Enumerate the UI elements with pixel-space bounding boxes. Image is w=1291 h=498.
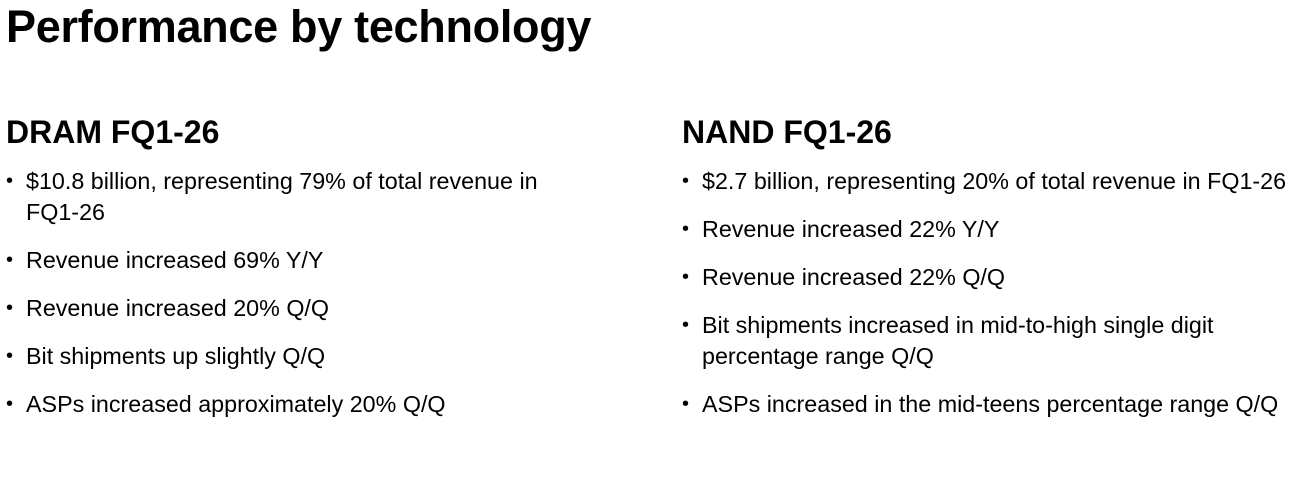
dram-bullet-text: Bit shipments up slightly Q/Q — [26, 343, 326, 369]
dram-section: DRAM FQ1-26 • $10.8 billion, representin… — [6, 112, 606, 437]
bullet-icon: • — [682, 314, 690, 336]
dram-bullet-item: • $10.8 billion, representing 79% of tot… — [6, 166, 591, 228]
nand-bullet-item: • Revenue increased 22% Y/Y — [682, 214, 1291, 245]
nand-bullet-item: • Revenue increased 22% Q/Q — [682, 262, 1291, 293]
bullet-icon: • — [6, 170, 14, 192]
bullet-icon: • — [6, 249, 14, 271]
dram-bullet-text: $10.8 billion, representing 79% of total… — [26, 168, 538, 225]
nand-bullet-text: Revenue increased 22% Y/Y — [702, 216, 1000, 242]
dram-bullet-item: • ASPs increased approximately 20% Q/Q — [6, 389, 591, 420]
nand-heading: NAND FQ1-26 — [682, 114, 892, 150]
nand-bullet-text: Revenue increased 22% Q/Q — [702, 264, 1006, 290]
dram-bullet-item: • Revenue increased 69% Y/Y — [6, 245, 591, 276]
nand-bullet-item: • ASPs increased in the mid-teens percen… — [682, 389, 1291, 420]
bullet-icon: • — [6, 393, 14, 415]
dram-bullet-text: Revenue increased 20% Q/Q — [26, 295, 330, 321]
dram-heading: DRAM FQ1-26 — [6, 114, 220, 150]
bullet-icon: • — [682, 266, 690, 288]
bullet-icon: • — [682, 393, 690, 415]
nand-bullet-text: ASPs increased in the mid-teens percenta… — [702, 391, 1279, 417]
dram-bullet-item: • Revenue increased 20% Q/Q — [6, 293, 591, 324]
nand-bullet-text: $2.7 billion, representing 20% of total … — [702, 168, 1287, 194]
dram-bullet-item: • Bit shipments up slightly Q/Q — [6, 341, 591, 372]
nand-bullet-item: • Bit shipments increased in mid-to-high… — [682, 310, 1291, 372]
nand-bullet-item: • $2.7 billion, representing 20% of tota… — [682, 166, 1291, 197]
page-title: Performance by technology — [6, 1, 592, 52]
bullet-icon: • — [682, 218, 690, 240]
bullet-icon: • — [6, 345, 14, 367]
dram-bullet-list: • $10.8 billion, representing 79% of tot… — [6, 166, 606, 420]
dram-bullet-text: Revenue increased 69% Y/Y — [26, 247, 324, 273]
nand-bullet-list: • $2.7 billion, representing 20% of tota… — [682, 166, 1287, 420]
nand-section: NAND FQ1-26 • $2.7 billion, representing… — [682, 112, 1287, 437]
dram-bullet-text: ASPs increased approximately 20% Q/Q — [26, 391, 446, 417]
bullet-icon: • — [6, 297, 14, 319]
bullet-icon: • — [682, 170, 690, 192]
nand-bullet-text: Bit shipments increased in mid-to-high s… — [702, 312, 1214, 369]
